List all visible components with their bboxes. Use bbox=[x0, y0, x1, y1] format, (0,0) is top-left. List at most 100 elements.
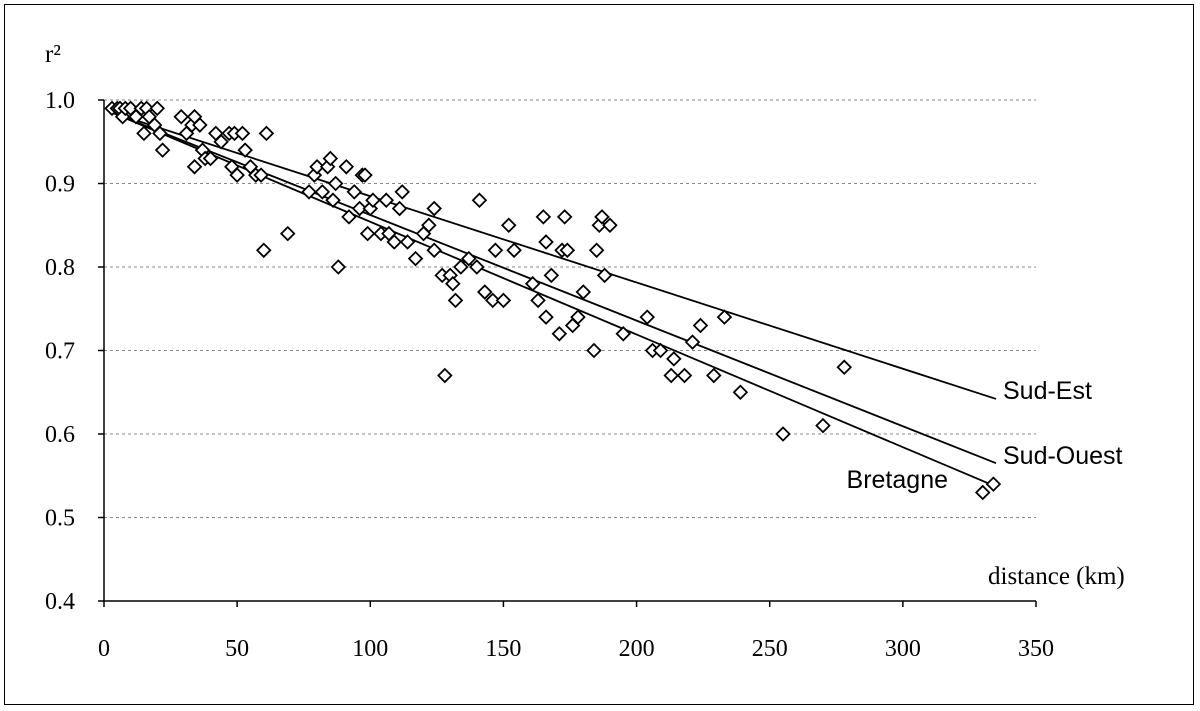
data-point bbox=[524, 275, 541, 292]
data-point bbox=[258, 125, 275, 142]
data-point bbox=[365, 192, 381, 208]
data-point bbox=[253, 167, 269, 183]
data-point bbox=[575, 284, 592, 300]
data-point bbox=[202, 150, 219, 167]
data-point bbox=[301, 184, 317, 200]
data-point bbox=[639, 309, 655, 325]
data-point bbox=[506, 242, 522, 259]
data-point bbox=[538, 234, 554, 250]
data-point bbox=[192, 117, 208, 133]
y-tick-label: 0.6 bbox=[45, 422, 75, 448]
data-point bbox=[173, 108, 189, 125]
data-point bbox=[559, 242, 576, 259]
data-point bbox=[437, 367, 453, 384]
data-point bbox=[836, 359, 853, 375]
data-point bbox=[588, 242, 605, 259]
data-point bbox=[453, 259, 469, 275]
data-point bbox=[530, 292, 546, 309]
x-tick-label: 250 bbox=[752, 636, 788, 662]
data-point bbox=[477, 284, 493, 300]
trend-line-sud-est bbox=[111, 111, 997, 400]
data-point bbox=[716, 309, 733, 325]
x-tick-label: 0 bbox=[98, 636, 110, 662]
y-tick-label: 0.4 bbox=[45, 589, 75, 615]
data-point bbox=[186, 159, 203, 175]
x-tick-label: 350 bbox=[1018, 636, 1054, 662]
data-point bbox=[279, 225, 296, 242]
data-point bbox=[487, 242, 504, 259]
y-tick-label: 0.8 bbox=[45, 255, 75, 281]
data-point bbox=[327, 175, 344, 192]
data-point bbox=[775, 426, 791, 442]
y-tick-label: 0.9 bbox=[45, 172, 75, 198]
data-point bbox=[346, 184, 363, 200]
x-tick-label: 150 bbox=[485, 636, 521, 662]
data-point bbox=[447, 292, 464, 309]
data-point bbox=[551, 326, 568, 342]
data-point bbox=[325, 192, 341, 208]
data-point bbox=[213, 133, 229, 150]
x-tick-label: 50 bbox=[225, 636, 249, 662]
data-point bbox=[485, 292, 501, 309]
data-point bbox=[407, 250, 424, 267]
data-point bbox=[596, 267, 613, 284]
data-point bbox=[594, 209, 610, 225]
data-point bbox=[426, 200, 442, 217]
y-tick-labels: 0.4 0.5 0.6 0.7 0.8 0.9 1.0 bbox=[45, 88, 75, 615]
data-point bbox=[666, 351, 682, 367]
data-point bbox=[391, 200, 408, 217]
data-point bbox=[322, 150, 339, 167]
data-point bbox=[663, 367, 679, 384]
series-label-sud-est: Sud-Est bbox=[1003, 377, 1092, 405]
x-tick-labels: 0 50 100 150 200 250 300 350 bbox=[98, 636, 1054, 662]
data-point bbox=[338, 159, 355, 175]
data-point bbox=[426, 242, 442, 259]
data-point bbox=[684, 334, 701, 350]
data-point bbox=[234, 125, 251, 142]
data-point bbox=[154, 142, 171, 158]
data-point bbox=[815, 417, 831, 434]
data-point bbox=[359, 225, 376, 242]
data-point bbox=[314, 184, 331, 200]
data-point bbox=[602, 217, 618, 234]
data-point bbox=[535, 209, 552, 225]
data-points bbox=[104, 100, 1002, 501]
y-tick-label: 1.0 bbox=[45, 88, 75, 114]
data-point bbox=[985, 476, 1002, 492]
data-point bbox=[330, 259, 347, 275]
data-point bbox=[357, 167, 373, 183]
data-point bbox=[538, 309, 554, 325]
data-point bbox=[676, 367, 693, 384]
chart-frame bbox=[4, 4, 1194, 705]
data-point bbox=[652, 342, 669, 359]
x-tick-label: 200 bbox=[619, 636, 655, 662]
gridlines bbox=[104, 99, 1036, 518]
data-point bbox=[237, 142, 253, 158]
data-point bbox=[471, 192, 488, 208]
data-point bbox=[399, 234, 416, 250]
x-tick-label: 100 bbox=[352, 636, 388, 662]
data-point bbox=[149, 100, 166, 117]
data-point bbox=[152, 125, 168, 142]
data-point bbox=[255, 242, 272, 259]
y-axis-label: r² bbox=[45, 41, 61, 68]
data-point bbox=[706, 367, 722, 384]
data-point bbox=[461, 250, 477, 267]
data-point bbox=[500, 217, 517, 234]
data-point bbox=[615, 326, 632, 342]
x-axis-label: distance (km) bbox=[988, 563, 1125, 590]
data-point bbox=[570, 309, 586, 325]
series-label-sud-ouest: Sud-Ouest bbox=[1003, 442, 1123, 470]
y-tick-label: 0.7 bbox=[45, 339, 75, 365]
data-point bbox=[556, 209, 573, 225]
data-point bbox=[386, 234, 403, 250]
data-point bbox=[341, 209, 357, 225]
data-point bbox=[469, 259, 485, 275]
data-point bbox=[378, 192, 395, 208]
data-point bbox=[229, 167, 245, 183]
series-label-bretagne: Bretagne bbox=[847, 466, 948, 494]
data-point bbox=[445, 275, 461, 292]
data-point bbox=[136, 125, 152, 142]
data-point bbox=[421, 217, 437, 234]
